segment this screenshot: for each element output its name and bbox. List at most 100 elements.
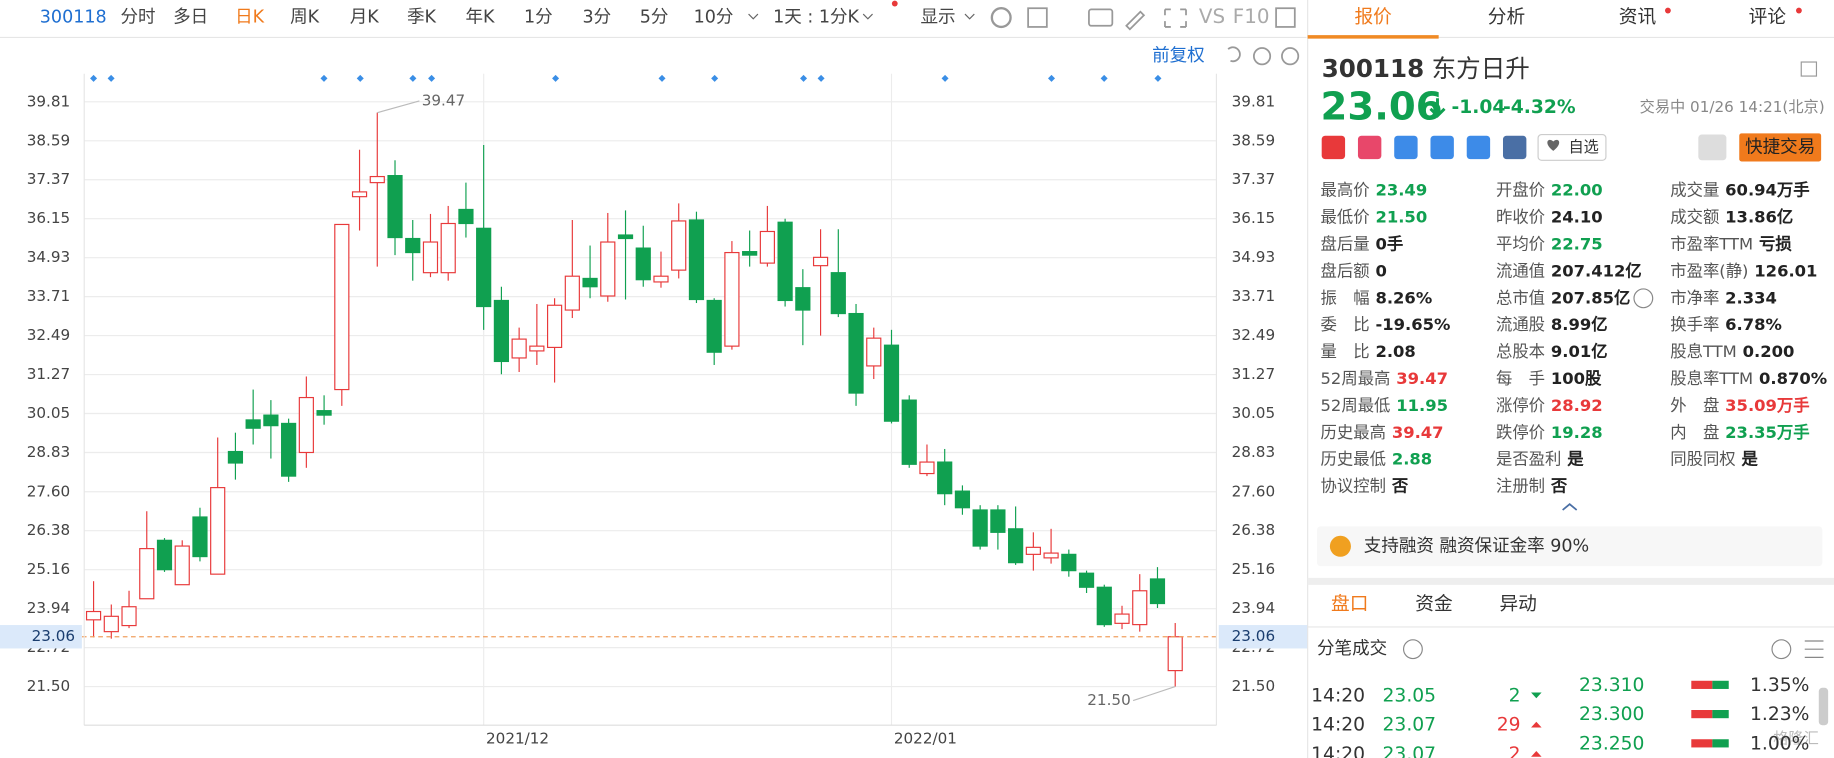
candle-body: [777, 221, 793, 302]
compare-icon[interactable]: [1394, 135, 1418, 160]
tag-icon[interactable]: [1466, 135, 1491, 160]
candle-body: [476, 227, 492, 308]
fullscreen-icon[interactable]: [1164, 8, 1187, 28]
period-tab[interactable]: 多日: [173, 8, 208, 28]
more-icon[interactable]: [1633, 288, 1654, 309]
undo-icon[interactable]: [1227, 46, 1241, 63]
stat: 成交量 60.94万手: [1670, 180, 1809, 199]
hot-icon[interactable]: [1357, 135, 1382, 160]
stat: 开盘价 22.00: [1496, 180, 1603, 199]
period-tab[interactable]: 5分: [640, 8, 669, 28]
candle-body: [210, 487, 226, 575]
draw-icon[interactable]: [1125, 10, 1146, 31]
sub-tab[interactable]: 异动: [1499, 594, 1536, 615]
candle-body: [795, 287, 811, 311]
dollar-icon[interactable]: [1430, 135, 1454, 160]
vs-button[interactable]: VS: [1199, 5, 1225, 28]
candle-body: [937, 461, 953, 495]
alert-button[interactable]: [1698, 134, 1727, 161]
stat-value: 23.49: [1375, 180, 1427, 199]
stat-label: 协议控制: [1321, 476, 1386, 495]
period-tab[interactable]: 分时: [120, 8, 155, 28]
stat-value: -19.65%: [1375, 315, 1450, 334]
trade-price: 23.07: [1383, 715, 1437, 736]
settings-icon[interactable]: [990, 7, 1012, 29]
note-icon[interactable]: [1502, 135, 1527, 160]
candle-body: [511, 338, 527, 359]
candle-body: [759, 230, 775, 264]
quote-name: 东方日升: [1432, 54, 1530, 83]
kline-chart: 21.5021.5022.7222.7223.9423.9425.1625.16…: [0, 73, 1308, 748]
period-tab[interactable]: 1分: [524, 8, 553, 28]
x-tick-label: 2021/12: [486, 730, 549, 748]
quote-price: 23.06: [1321, 84, 1443, 129]
candle-body: [724, 251, 740, 347]
candle-body: [600, 241, 616, 297]
trade-status: 交易中 01/26 14:21(北京): [1640, 98, 1825, 116]
f10-button[interactable]: F10: [1233, 5, 1270, 28]
scrollbar[interactable]: [1818, 687, 1829, 726]
panel-tab[interactable]: 资讯: [1619, 7, 1657, 28]
level-bar: [1712, 680, 1729, 689]
panel-icon[interactable]: [1275, 7, 1296, 28]
stat: 市净率 2.334: [1670, 288, 1777, 307]
level-bar: [1691, 680, 1713, 689]
trade-button[interactable]: [1739, 133, 1822, 162]
candle-body: [422, 241, 439, 274]
stat-label: 跌停价: [1496, 422, 1545, 441]
y-tick-label: 36.15: [27, 209, 70, 227]
box-icon[interactable]: [1027, 7, 1048, 28]
event-marker[interactable]: [90, 74, 1162, 82]
stat: 平均价 22.75: [1496, 234, 1603, 253]
y-tick-label: 38.59: [27, 131, 70, 149]
period-tab[interactable]: 日K: [235, 8, 265, 28]
up-triangle: [1531, 750, 1542, 757]
stat-label: 历史最高: [1321, 422, 1386, 441]
interval-select[interactable]: 1天 : 1分K: [773, 8, 859, 28]
y-tick-label: 39.81: [1232, 92, 1275, 110]
panel-tab[interactable]: 评论: [1749, 7, 1787, 28]
trade-volume: 29: [1497, 715, 1521, 736]
y-tick-label: 38.59: [1232, 131, 1275, 149]
stock-code[interactable]: 300118: [40, 8, 107, 28]
candle-body: [919, 461, 935, 475]
panel-tab[interactable]: 分析: [1488, 7, 1525, 28]
info-icon[interactable]: [1402, 639, 1423, 660]
candle-body: [405, 237, 421, 254]
level-pct: 1.23%: [1750, 704, 1809, 725]
period-tab[interactable]: 周K: [290, 8, 320, 28]
y-tick-label: 25.16: [27, 560, 70, 578]
period-tab[interactable]: 10分: [694, 8, 734, 28]
list-icon[interactable]: [1804, 640, 1824, 658]
collapse-icon[interactable]: [1562, 503, 1578, 511]
stat-value: 22.00: [1551, 180, 1603, 199]
active-tab-underline: [1307, 35, 1439, 39]
x-tick-label: 2022/01: [894, 730, 957, 748]
flag-icon[interactable]: [1321, 135, 1346, 160]
stat-label: 市净率: [1670, 288, 1719, 307]
period-tab[interactable]: 年K: [466, 8, 496, 28]
stat: 振 幅 8.26%: [1321, 288, 1433, 307]
stat-label: 盘后额: [1321, 261, 1370, 280]
period-tab[interactable]: 3分: [582, 8, 611, 28]
stat-label: 52周最高: [1321, 369, 1391, 388]
period-tab[interactable]: 季K: [407, 8, 437, 28]
stat-label: 52周最低: [1321, 395, 1391, 414]
sub-tab[interactable]: 资金: [1415, 594, 1453, 615]
period-tab[interactable]: 月K: [350, 8, 380, 28]
zoom-out-icon[interactable]: [1252, 47, 1272, 66]
panel-tab[interactable]: 报价: [1354, 7, 1392, 28]
zoom-in-icon[interactable]: [1281, 47, 1300, 66]
stat: 股息率TTM 0.870%: [1670, 369, 1827, 388]
stat-value: 19.28: [1551, 422, 1603, 441]
menu-icon[interactable]: [1800, 61, 1818, 77]
adjust-select[interactable]: 前复权: [1152, 46, 1205, 66]
sub-tab[interactable]: 盘口: [1331, 594, 1368, 615]
display-menu[interactable]: 显示: [921, 8, 956, 28]
more-icon[interactable]: [1771, 639, 1792, 660]
y-tick-label: 26.38: [1232, 521, 1275, 539]
watch-label: 自选: [1568, 138, 1598, 156]
candle-body: [901, 399, 917, 465]
camera-icon[interactable]: [1088, 8, 1114, 27]
